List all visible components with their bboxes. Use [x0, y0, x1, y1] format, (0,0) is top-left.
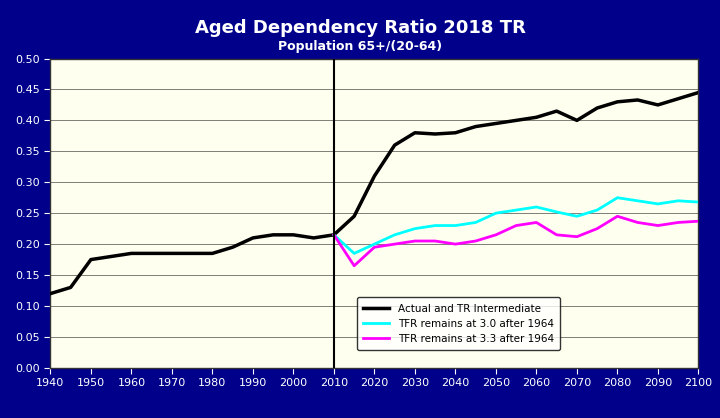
Text: Aged Dependency Ratio 2018 TR: Aged Dependency Ratio 2018 TR: [194, 19, 526, 37]
Text: Population 65+/(20-64): Population 65+/(20-64): [278, 40, 442, 53]
Legend: Actual and TR Intermediate, TFR remains at 3.0 after 1964, TFR remains at 3.3 af: Actual and TR Intermediate, TFR remains …: [357, 297, 560, 350]
